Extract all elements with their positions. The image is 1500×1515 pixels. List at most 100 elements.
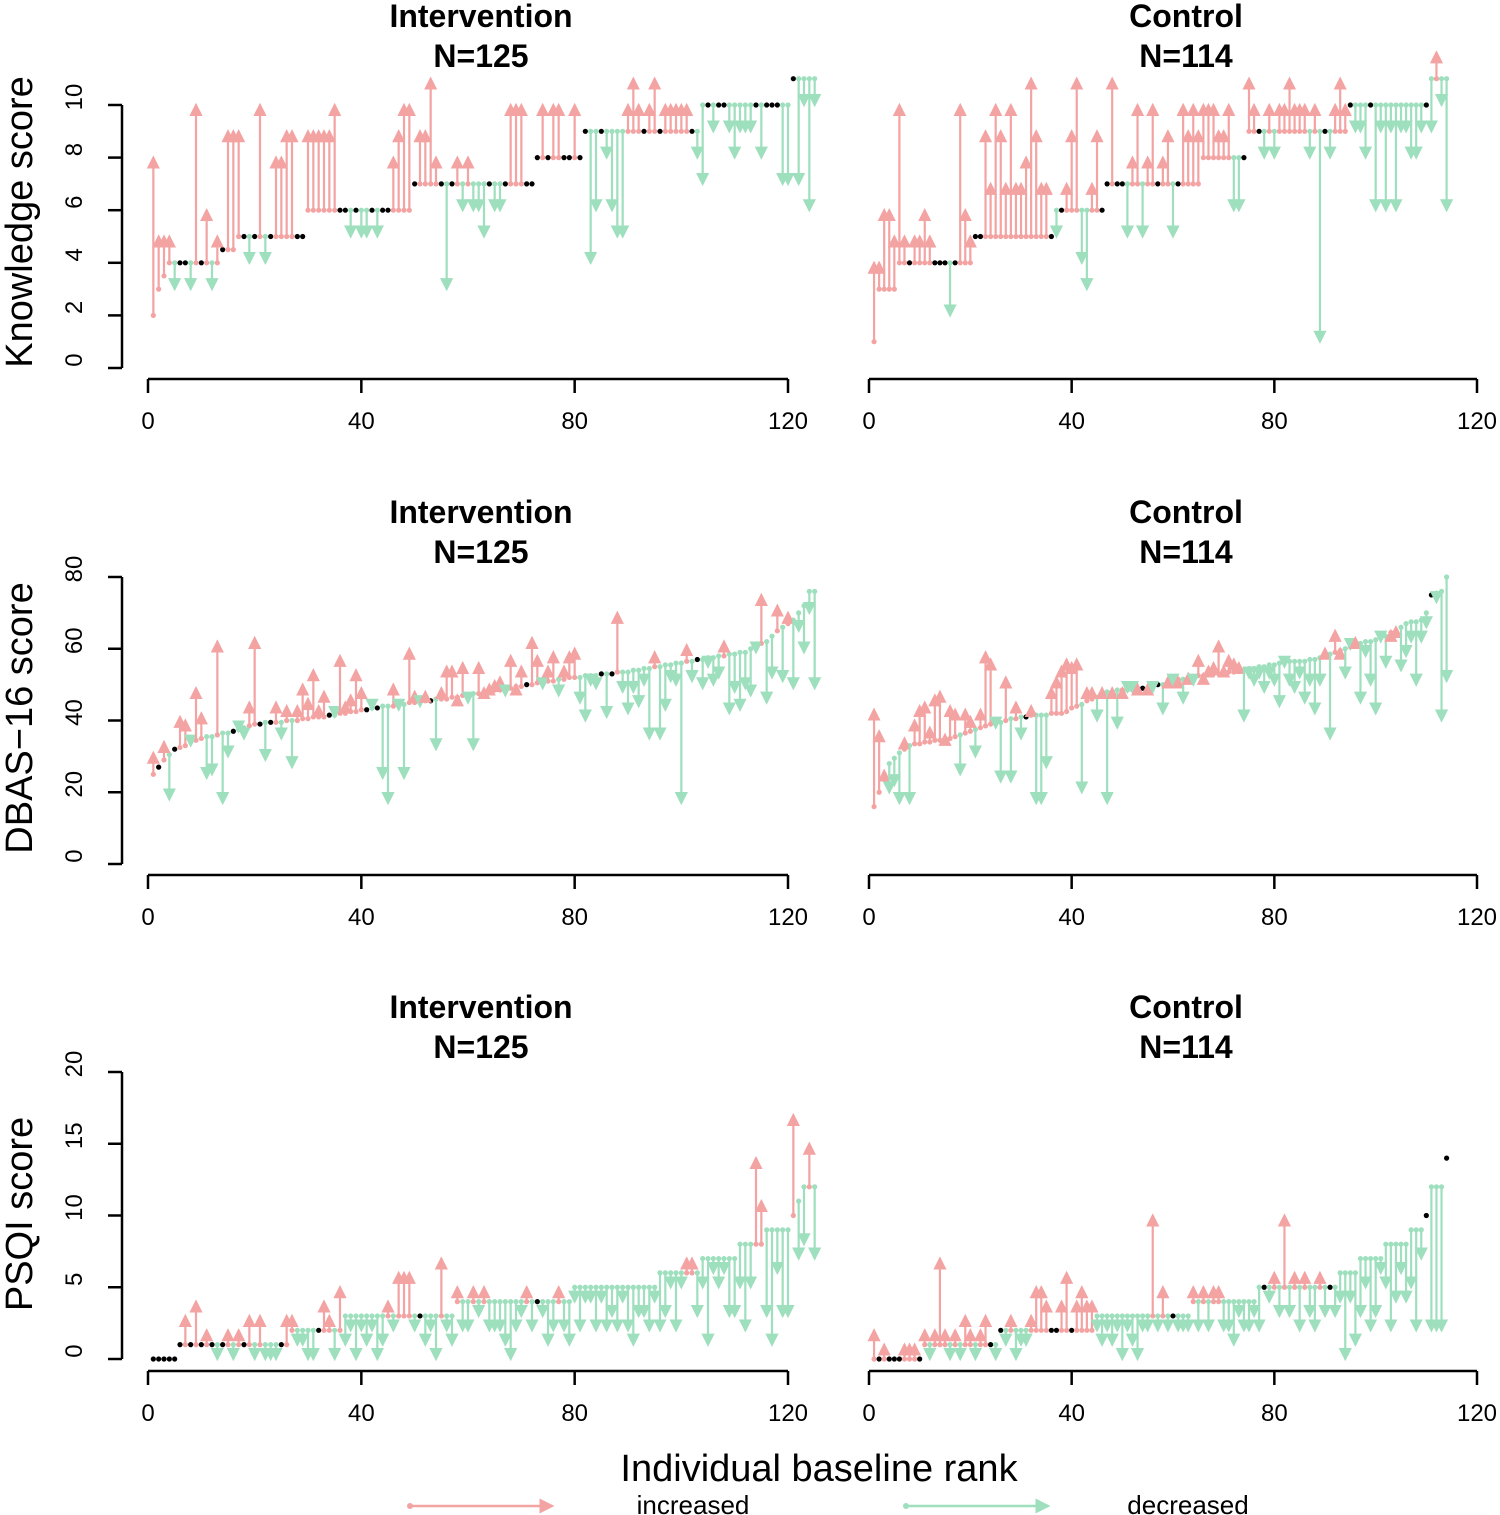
baseline-point xyxy=(278,1342,284,1348)
baseline-point xyxy=(358,207,364,213)
x-tick-label: 120 xyxy=(1457,408,1497,435)
baseline-point xyxy=(1048,233,1054,240)
baseline-point xyxy=(593,128,599,134)
baseline-point xyxy=(588,128,594,134)
panel-2-title: Control xyxy=(1129,0,1243,34)
baseline-point xyxy=(1053,207,1060,213)
baseline-point xyxy=(694,128,700,134)
y-tick-label: 10 xyxy=(61,1194,88,1221)
baseline-point xyxy=(198,260,204,266)
legend-decreased-label: decreased xyxy=(1127,1490,1248,1515)
y-tick-label: 15 xyxy=(61,1122,88,1149)
baseline-point xyxy=(1256,128,1262,134)
baseline-point xyxy=(977,725,984,731)
baseline-point xyxy=(156,1356,162,1362)
baseline-point xyxy=(428,698,434,704)
panel-1-title: Intervention xyxy=(389,0,572,34)
baseline-point xyxy=(156,764,162,770)
panel-6-title: Control xyxy=(1129,989,1243,1025)
x-tick-label: 120 xyxy=(768,408,808,435)
baseline-point xyxy=(353,207,359,213)
baseline-point xyxy=(774,102,780,108)
baseline-point xyxy=(952,260,958,266)
x-tick-label: 0 xyxy=(141,904,154,931)
baseline-point xyxy=(641,128,647,134)
panel-2-n: N=114 xyxy=(1139,38,1233,74)
baseline-point xyxy=(1241,155,1247,161)
baseline-point xyxy=(876,1356,882,1362)
baseline-point xyxy=(721,102,727,108)
baseline-point xyxy=(790,76,796,82)
baseline-point xyxy=(609,671,615,677)
baseline-point xyxy=(1119,181,1125,187)
baseline-point xyxy=(534,155,540,161)
baseline-point xyxy=(513,683,519,690)
ylabel-dbas: DBAS−16 score xyxy=(0,582,41,853)
baseline-point xyxy=(1053,710,1060,716)
baseline-point xyxy=(374,207,380,213)
baseline-point xyxy=(604,128,610,134)
legend: increased decreased xyxy=(407,1490,1249,1515)
x-axis-label: Individual baseline rank xyxy=(620,1448,1018,1490)
ylabel-psqi: PSQI score xyxy=(0,1117,41,1311)
baseline-point xyxy=(1347,102,1353,108)
baseline-point xyxy=(534,1299,540,1305)
y-tick-label: 80 xyxy=(61,556,88,583)
baseline-point xyxy=(268,719,274,725)
baseline-point xyxy=(1155,181,1161,187)
baseline-point xyxy=(1104,181,1110,187)
baseline-point xyxy=(1307,128,1313,134)
baseline-point xyxy=(342,207,348,213)
baseline-point xyxy=(1058,207,1065,213)
baseline-point xyxy=(182,260,188,266)
baseline-point xyxy=(1261,128,1267,134)
baseline-point xyxy=(188,1342,194,1348)
x-tick-label: 80 xyxy=(561,408,588,435)
baseline-point xyxy=(1155,682,1161,688)
baseline-point xyxy=(689,128,695,134)
baseline-point xyxy=(412,181,418,187)
baseline-point xyxy=(1322,128,1328,134)
baseline-point xyxy=(300,233,306,240)
panel-3: 0 40 80 120 0 20 40 60 80 xyxy=(61,556,822,931)
baseline-point xyxy=(385,207,391,213)
baseline-point xyxy=(150,1356,156,1362)
baseline-point xyxy=(620,128,626,134)
panel-3-title: Intervention xyxy=(389,494,572,530)
baseline-point xyxy=(374,705,380,711)
baseline-point xyxy=(524,682,530,688)
baseline-point xyxy=(220,1342,226,1348)
panel-3-n: N=125 xyxy=(433,534,528,570)
baseline-point xyxy=(598,671,604,677)
baseline-point xyxy=(972,233,979,240)
x-tick-label: 80 xyxy=(561,1400,588,1427)
baseline-point xyxy=(273,719,279,725)
baseline-point xyxy=(572,674,578,681)
baseline-point xyxy=(1327,1284,1333,1290)
baseline-point xyxy=(348,207,354,213)
baseline-point xyxy=(705,102,711,108)
y-tick-label: 4 xyxy=(61,248,88,261)
baseline-point xyxy=(1368,102,1374,108)
baseline-point xyxy=(886,1356,892,1362)
baseline-point xyxy=(198,1342,204,1348)
baseline-point xyxy=(294,233,300,240)
baseline-point xyxy=(942,260,948,266)
baseline-point xyxy=(657,128,663,134)
baseline-point xyxy=(300,716,306,722)
y-tick-label: 6 xyxy=(61,196,88,209)
baseline-point xyxy=(932,260,938,266)
x-tick-label: 40 xyxy=(348,904,375,931)
baseline-point xyxy=(1175,181,1181,187)
baseline-point xyxy=(917,1356,923,1362)
baseline-point xyxy=(1337,647,1343,654)
y-tick-label: 0 xyxy=(61,353,88,366)
baseline-point xyxy=(1140,685,1146,691)
baseline-point xyxy=(1261,1284,1267,1290)
baseline-point xyxy=(252,233,258,240)
baseline-point xyxy=(566,155,572,161)
baseline-point xyxy=(977,233,984,240)
baseline-point xyxy=(561,155,567,161)
baseline-point xyxy=(988,1342,994,1348)
baseline-point xyxy=(449,181,455,187)
